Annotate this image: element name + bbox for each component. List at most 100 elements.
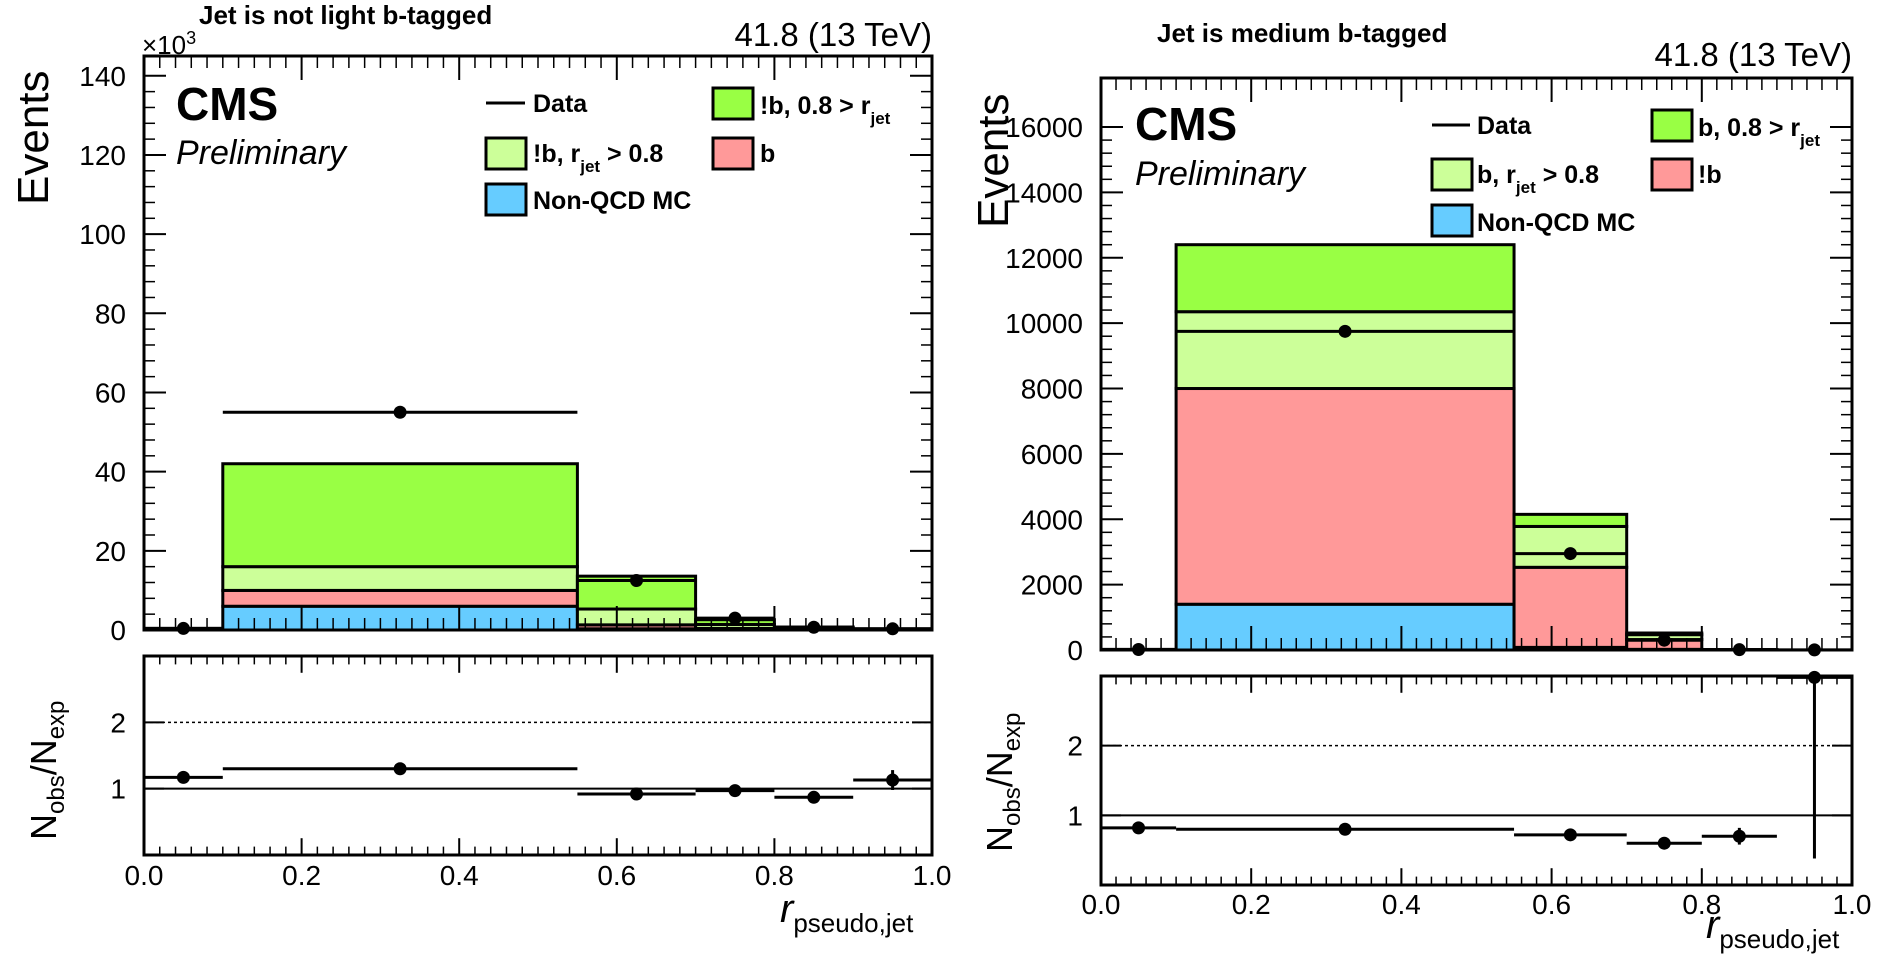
status-label: Preliminary (1135, 155, 1307, 193)
x-tick-label: 0.4 (1382, 889, 1421, 920)
ratio-y-axis-label: Nobs/Nexp (979, 713, 1026, 852)
legend-label-nonqcd: Non-QCD MC (533, 187, 691, 215)
ratio-point (176, 770, 190, 784)
bar-s_hi-bin-2 (1512, 512, 1629, 528)
lumi-label: 41.8 (13 TeV) (1654, 36, 1852, 73)
ratio-point (1657, 836, 1671, 850)
legend-label-s-hi: !b, 0.8 > rjet (760, 92, 891, 128)
ratio-plot-area: 0.0 0.2 0.4 0.6 0.8 1.0 1 2 (110, 654, 952, 891)
y-tick-label: 80 (95, 298, 126, 329)
bar-s_hi-bin-1 (221, 462, 579, 569)
data-point (1563, 547, 1577, 561)
legend: Data !b, 0.8 > rjet !b, rjet > 0.8 b Non… (484, 86, 891, 217)
legend-swatch-nonqcd (484, 182, 528, 217)
x-tick-label: 1.0 (913, 860, 952, 891)
legend-swatch-b (711, 136, 755, 171)
y-tick-label: 4000 (1021, 504, 1083, 535)
y-tick-label: 20 (95, 536, 126, 567)
x-tick-label: 0.8 (755, 860, 794, 891)
bar-b-bin-2 (1512, 565, 1629, 649)
ratio-point (1338, 822, 1352, 836)
ratio-y-tick-label: 1 (1067, 800, 1083, 831)
lumi-label: 41.8 (13 TeV) (734, 16, 932, 53)
status-label: Preliminary (176, 134, 348, 172)
bar-s_lo-bin-2 (575, 607, 698, 627)
x-tick-label: 0.4 (440, 860, 479, 891)
ratio-y-tick-label: 2 (110, 707, 126, 738)
y-tick-label: 0 (110, 615, 126, 646)
ratio-plot-frame (1099, 674, 1854, 887)
y-tick-label: 12000 (1005, 243, 1083, 274)
bar-s_lo-bin-1 (221, 565, 579, 592)
main-plot-area: 0 20 40 60 80 100 120 140 (79, 54, 934, 646)
x-tick-label: 0.6 (1532, 889, 1571, 920)
y-tick-label: 16000 (1005, 112, 1083, 143)
data-point (1338, 324, 1352, 338)
panel-not-light-btagged: Jet is not light b-tagged 41.8 (13 TeV) … (9, 0, 951, 938)
legend-swatch-s-lo (1430, 157, 1474, 192)
x-tick-label: 0.2 (282, 860, 321, 891)
y-tick-label: 140 (79, 61, 126, 92)
bar-s_hi-bin-1 (1174, 243, 1516, 314)
data-point (393, 405, 407, 419)
bar-nonqcd-bin-1 (221, 604, 579, 632)
legend-label-b: !b (1698, 161, 1722, 189)
data-point (176, 621, 190, 635)
ratio-point (1132, 821, 1146, 835)
bar-nonqcd-bin-1 (1174, 602, 1516, 652)
x-tick-label: 0.6 (597, 860, 636, 891)
legend-swatch-b (1650, 157, 1694, 192)
data-point (807, 620, 821, 634)
legend-swatch-s-hi (711, 86, 755, 121)
legend-label-s-lo: b, rjet > 0.8 (1477, 161, 1599, 197)
legend-label-nonqcd: Non-QCD MC (1477, 209, 1635, 237)
bar-s_lo-bin-2 (1512, 524, 1629, 569)
experiment-label: CMS (176, 78, 278, 130)
legend-label-s-hi: b, 0.8 > rjet (1698, 114, 1820, 150)
bar-b-bin-1 (1174, 387, 1516, 606)
y-tick-label: 2000 (1021, 570, 1083, 601)
chart-title: Jet is not light b-tagged (199, 0, 492, 30)
legend-label-b: b (760, 140, 775, 168)
x-tick-label: 1.0 (1833, 889, 1872, 920)
ratio-point (1563, 828, 1577, 842)
ratio-point (630, 787, 643, 801)
chart-title: Jet is medium b-tagged (1157, 18, 1447, 48)
y-tick-label: 6000 (1021, 439, 1083, 470)
ratio-y-tick-label: 1 (110, 774, 126, 805)
y-tick-label: 100 (79, 219, 126, 250)
y-tick-label: 10000 (1005, 308, 1083, 339)
legend: Data b, 0.8 > rjet b, rjet > 0.8 !b Non-… (1430, 108, 1820, 238)
ratio-point (807, 790, 821, 804)
x-tick-label: 0.0 (1082, 889, 1121, 920)
ratio-point (886, 773, 900, 787)
x-tick-label: 0.2 (1232, 889, 1271, 920)
y-axis-label: Events (969, 93, 1018, 228)
ratio-plot-frame (142, 654, 934, 857)
y-tick-label: 60 (95, 377, 126, 408)
y-axis-label: Events (9, 70, 58, 205)
y-tick-label: 8000 (1021, 374, 1083, 405)
bar-s_lo-bin-1 (1174, 310, 1516, 391)
data-point (630, 574, 643, 588)
main-plot-area: 0 2000 4000 6000 8000 10000 12000 14000 16000 (1005, 76, 1854, 666)
x-axis-label: rpseudo,jet (1706, 903, 1840, 954)
ratio-point (728, 784, 742, 798)
legend-swatch-s-lo (484, 136, 528, 171)
x-axis-label: rpseudo,jet (780, 887, 914, 938)
legend-swatch-nonqcd (1430, 203, 1474, 238)
y-tick-label: 40 (95, 457, 126, 488)
x-tick-label: 0.8 (1682, 889, 1721, 920)
y-tick-label: 0 (1067, 635, 1083, 666)
ratio-y-axis-label: Nobs/Nexp (23, 701, 70, 840)
ratio-y-tick-label: 2 (1067, 731, 1083, 762)
ratio-point (1732, 829, 1746, 843)
bar-b-bin-1 (221, 588, 579, 608)
y-tick-label: 14000 (1005, 177, 1083, 208)
legend-data-label: Data (1477, 112, 1532, 140)
legend-label-s-lo: !b, rjet > 0.8 (533, 140, 663, 176)
legend-swatch-s-hi (1650, 108, 1694, 143)
ratio-plot-area: 0.0 0.2 0.4 0.6 0.8 1.0 1 2 (1067, 670, 1872, 920)
